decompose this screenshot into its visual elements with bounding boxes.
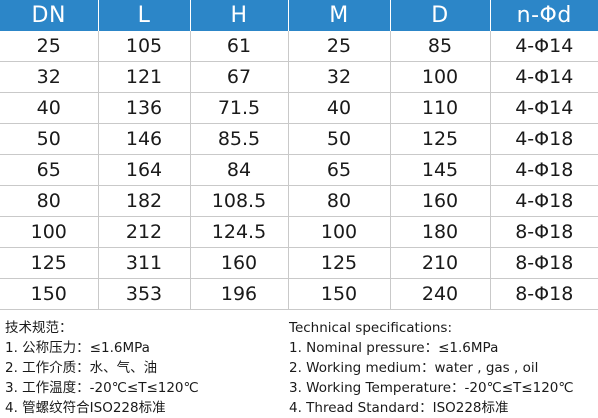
table-cell: 67 xyxy=(190,61,289,93)
header-d: D xyxy=(390,0,491,31)
note-item: 4. Thread Standard：ISO228标准 xyxy=(289,400,509,416)
table-cell: 100 xyxy=(288,216,391,248)
table-cell: 65 xyxy=(288,154,391,186)
table-cell: 4-Φ18 xyxy=(490,123,598,155)
table-cell: 124.5 xyxy=(190,216,289,248)
note-item: 1. 公称压力：≤1.6MPa xyxy=(5,340,150,356)
table-cell: 145 xyxy=(390,154,491,186)
spec-table: DN L H M D n-Φd 25 105 61 25 85 4-Φ14 32… xyxy=(0,0,598,310)
table-cell: 65 xyxy=(0,154,99,186)
table-cell: 84 xyxy=(190,154,289,186)
table-cell: 4-Φ14 xyxy=(490,61,598,93)
table-cell: 160 xyxy=(390,185,491,217)
table-cell: 125 xyxy=(0,247,99,279)
note-item: 3. Working Temperature：-20℃≤T≤120℃ xyxy=(289,380,574,396)
header-l: L xyxy=(98,0,191,31)
table-cell: 210 xyxy=(390,247,491,279)
table-row: 32 121 67 32 100 4-Φ14 xyxy=(0,61,598,93)
table-cell: 8-Φ18 xyxy=(490,247,598,279)
table-cell: 240 xyxy=(390,278,491,310)
table-cell: 25 xyxy=(288,31,391,62)
table-cell: 40 xyxy=(0,92,99,124)
table-cell: 80 xyxy=(0,185,99,217)
table-cell: 32 xyxy=(0,61,99,93)
table-cell: 71.5 xyxy=(190,92,289,124)
table-cell: 4-Φ14 xyxy=(490,31,598,62)
table-cell: 108.5 xyxy=(190,185,289,217)
note-item: 1. Nominal pressure：≤1.6MPa xyxy=(289,340,499,356)
table-cell: 8-Φ18 xyxy=(490,278,598,310)
table-cell: 196 xyxy=(190,278,289,310)
note-item: 2. 工作介质：水、气、油 xyxy=(5,360,158,376)
table-row: 125 311 160 125 210 8-Φ18 xyxy=(0,247,598,279)
table-cell: 182 xyxy=(98,185,191,217)
table-cell: 100 xyxy=(0,216,99,248)
table-cell: 150 xyxy=(288,278,391,310)
table-cell: 110 xyxy=(390,92,491,124)
table-cell: 125 xyxy=(288,247,391,279)
table-cell: 146 xyxy=(98,123,191,155)
table-cell: 105 xyxy=(98,31,191,62)
header-m: M xyxy=(288,0,391,31)
header-row: DN L H M D n-Φd xyxy=(0,0,598,31)
table-cell: 180 xyxy=(390,216,491,248)
table-cell: 32 xyxy=(288,61,391,93)
table-body: 25 105 61 25 85 4-Φ14 32 121 67 32 100 4… xyxy=(0,31,598,310)
table-cell: 136 xyxy=(98,92,191,124)
table-cell: 25 xyxy=(0,31,99,62)
table-cell: 4-Φ18 xyxy=(490,154,598,186)
table-cell: 4-Φ18 xyxy=(490,185,598,217)
table-cell: 212 xyxy=(98,216,191,248)
table-cell: 85 xyxy=(390,31,491,62)
table-header: DN L H M D n-Φd xyxy=(0,0,598,31)
table-row: 80 182 108.5 80 160 4-Φ18 xyxy=(0,185,598,217)
table-cell: 121 xyxy=(98,61,191,93)
table-cell: 61 xyxy=(190,31,289,62)
table-cell: 50 xyxy=(0,123,99,155)
table-cell: 85.5 xyxy=(190,123,289,155)
table-cell: 80 xyxy=(288,185,391,217)
header-n-phi-d: n-Φd xyxy=(490,0,598,31)
header-h: H xyxy=(190,0,289,31)
table-row: 25 105 61 25 85 4-Φ14 xyxy=(0,31,598,62)
technical-notes-chinese: 技术规范： 1. 公称压力：≤1.6MPa 2. 工作介质：水、气、油 3. 工… xyxy=(5,318,285,418)
table-row: 100 212 124.5 100 180 8-Φ18 xyxy=(0,216,598,248)
table-cell: 164 xyxy=(98,154,191,186)
table-cell: 40 xyxy=(288,92,391,124)
table-cell: 8-Φ18 xyxy=(490,216,598,248)
notes-title: 技术规范： xyxy=(5,320,73,336)
note-item: 2. Working medium：water , gas , oil xyxy=(289,360,539,376)
table-cell: 353 xyxy=(98,278,191,310)
table-row: 50 146 85.5 50 125 4-Φ18 xyxy=(0,123,598,155)
technical-notes-english: Technical specifications: 1. Nominal pre… xyxy=(289,318,595,418)
table-cell: 150 xyxy=(0,278,99,310)
table-row: 150 353 196 150 240 8-Φ18 xyxy=(0,278,598,310)
table-cell: 311 xyxy=(98,247,191,279)
table-cell: 100 xyxy=(390,61,491,93)
table-cell: 4-Φ14 xyxy=(490,92,598,124)
table-cell: 160 xyxy=(190,247,289,279)
table-cell: 125 xyxy=(390,123,491,155)
header-dn: DN xyxy=(0,0,99,31)
table-row: 40 136 71.5 40 110 4-Φ14 xyxy=(0,92,598,124)
table-row: 65 164 84 65 145 4-Φ18 xyxy=(0,154,598,186)
table-cell: 50 xyxy=(288,123,391,155)
notes-title: Technical specifications: xyxy=(289,320,453,336)
note-item: 4. 管螺纹符合ISO228标准 xyxy=(5,400,166,416)
note-item: 3. 工作温度：-20℃≤T≤120℃ xyxy=(5,380,199,396)
